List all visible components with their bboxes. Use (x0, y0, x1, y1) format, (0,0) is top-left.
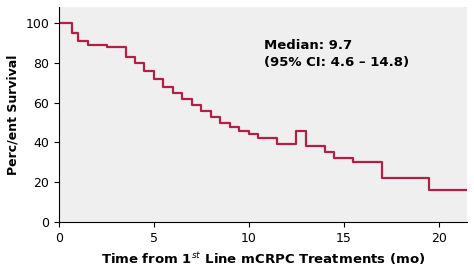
X-axis label: Time from 1$^{st}$ Line mCRPC Treatments (mo): Time from 1$^{st}$ Line mCRPC Treatments… (101, 250, 425, 267)
Y-axis label: Perc/ent Survival: Perc/ent Survival (7, 54, 20, 175)
Text: Median: 9.7
(95% CI: 4.6 – 14.8): Median: 9.7 (95% CI: 4.6 – 14.8) (264, 39, 409, 69)
